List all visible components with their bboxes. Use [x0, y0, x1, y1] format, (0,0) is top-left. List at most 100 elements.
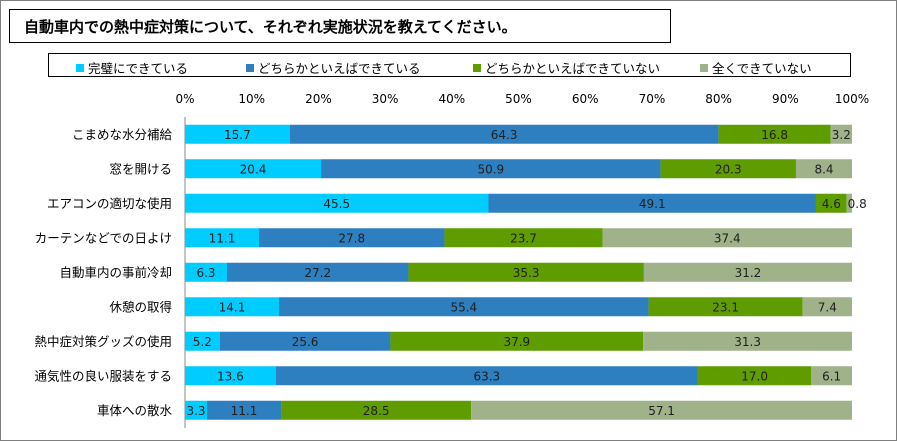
- data-label: 35.3: [513, 266, 540, 280]
- bar-segment: [279, 297, 649, 317]
- bar-segment: [185, 262, 228, 282]
- data-label: 3.3: [186, 404, 205, 418]
- bar-segment: [185, 193, 489, 213]
- bar-segment: [289, 124, 719, 144]
- legend-label-complete: 完璧にできている: [88, 61, 189, 76]
- category-label: 休憩の取得: [109, 299, 172, 314]
- data-label: 20.4: [240, 162, 267, 176]
- x-tick-label: 80%: [705, 92, 732, 106]
- data-label: 55.4: [450, 300, 477, 314]
- data-label: 23.1: [712, 300, 739, 314]
- bar-segment: [718, 124, 831, 144]
- data-label: 14.1: [219, 300, 246, 314]
- bar-segment: [643, 262, 852, 282]
- x-tick-label: 30%: [372, 92, 399, 106]
- data-label: 4.6: [822, 197, 841, 211]
- bar-segment: [471, 400, 852, 420]
- legend-label-not-at-all: 全くできていない: [712, 61, 812, 76]
- data-label: 27.8: [338, 231, 365, 245]
- data-label: 37.9: [503, 335, 530, 349]
- data-label: 5.2: [193, 335, 212, 349]
- bar-segment: [846, 193, 852, 213]
- bar-segment: [815, 193, 847, 213]
- bar-segment: [321, 159, 661, 179]
- x-tick-label: 20%: [305, 92, 332, 106]
- data-label: 13.6: [217, 369, 244, 383]
- x-tick-label: 90%: [772, 92, 799, 106]
- legend-swatch-somewhat-no: [473, 63, 481, 72]
- data-label: 57.1: [648, 404, 675, 418]
- bar-segment: [444, 228, 603, 248]
- bar-segment: [219, 331, 391, 351]
- x-tick-label: 10%: [238, 92, 265, 106]
- data-label: 25.6: [292, 335, 319, 349]
- legend-swatch-complete: [76, 63, 84, 72]
- category-label: 車体への散水: [97, 403, 173, 418]
- category-label: 窓を開ける: [109, 161, 172, 176]
- bar-segment: [185, 124, 290, 144]
- legend-label-somewhat-no: どちらかといえばできていない: [485, 61, 661, 76]
- bar-segment: [643, 331, 852, 351]
- legend-swatch-somewhat-yes: [246, 63, 254, 72]
- legend-item-complete: 完璧にできている: [76, 58, 188, 77]
- bar-segment: [185, 159, 322, 179]
- chart-title: 自動車内での熱中症対策について、それぞれ実施状況を教えてください。: [9, 9, 671, 43]
- x-tick-label: 40%: [438, 92, 465, 106]
- bar-segment: [185, 366, 276, 386]
- bar-segment: [281, 400, 472, 420]
- data-label: 50.9: [477, 162, 504, 176]
- data-label: 8.4: [814, 162, 833, 176]
- category-label: 自動車内の事前冷却: [59, 265, 172, 280]
- bar-segment: [660, 159, 796, 179]
- bar-segment: [185, 297, 280, 317]
- x-tick-label: 50%: [505, 92, 532, 106]
- data-label: 6.3: [196, 266, 215, 280]
- data-label: 49.1: [639, 197, 666, 211]
- data-label: 17.0: [741, 369, 768, 383]
- data-label: 63.3: [473, 369, 500, 383]
- data-label: 27.2: [304, 266, 331, 280]
- bar-segment: [259, 228, 445, 248]
- bar-segment: [275, 366, 698, 386]
- bar-segment: [795, 159, 852, 179]
- legend-item-not-at-all: 全くできていない: [700, 58, 812, 77]
- category-label: こまめな水分補給: [72, 127, 173, 142]
- x-tick-label: 100%: [835, 92, 869, 106]
- legend-swatch-not-at-all: [700, 63, 708, 72]
- bar-segment: [811, 366, 852, 386]
- data-label: 37.4: [714, 231, 741, 245]
- data-label: 31.2: [735, 266, 762, 280]
- data-label: 6.1: [822, 369, 841, 383]
- x-tick-label: 70%: [639, 92, 666, 106]
- data-label: 23.7: [510, 231, 537, 245]
- bar-segment: [185, 228, 260, 248]
- bar-segment: [185, 400, 208, 420]
- bar-segment: [185, 331, 220, 351]
- data-label: 45.5: [323, 197, 350, 211]
- bar-segment: [802, 297, 852, 317]
- data-label: 16.8: [761, 128, 788, 142]
- category-label: エアコンの適切な使用: [47, 196, 172, 211]
- bar-segment: [602, 228, 852, 248]
- data-label: 15.7: [224, 128, 251, 142]
- bar-segment: [227, 262, 409, 282]
- data-label: 20.3: [715, 162, 742, 176]
- bar-segment: [648, 297, 803, 317]
- bar-segment: [488, 193, 816, 213]
- data-label: 31.3: [734, 335, 761, 349]
- data-label: 64.3: [491, 128, 518, 142]
- data-label: 7.4: [818, 300, 837, 314]
- legend-item-somewhat-yes: どちらかといえばできている: [246, 58, 421, 77]
- bar-segment: [697, 366, 812, 386]
- bar-segment: [408, 262, 644, 282]
- data-label: 28.5: [363, 404, 390, 418]
- data-label: 3.2: [832, 128, 851, 142]
- legend-item-somewhat-no: どちらかといえばできていない: [473, 58, 660, 77]
- x-tick-label: 60%: [572, 92, 599, 106]
- bar-segment: [207, 400, 282, 420]
- legend: 完璧にできている どちらかといえばできている どちらかといえばできていない 全く…: [48, 53, 851, 77]
- legend-label-somewhat-yes: どちらかといえばできている: [258, 61, 421, 76]
- category-label: 熱中症対策グッズの使用: [34, 334, 172, 349]
- x-tick-label: 0%: [175, 92, 194, 106]
